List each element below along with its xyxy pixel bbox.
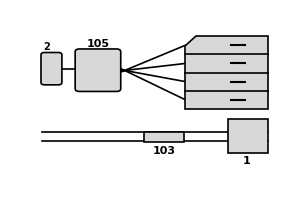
Text: 2: 2 — [44, 42, 50, 52]
Text: 105: 105 — [86, 39, 110, 49]
FancyBboxPatch shape — [145, 132, 184, 142]
FancyBboxPatch shape — [41, 52, 62, 85]
FancyBboxPatch shape — [228, 119, 268, 153]
Text: 103: 103 — [153, 146, 176, 156]
FancyBboxPatch shape — [75, 49, 121, 91]
Polygon shape — [185, 36, 268, 109]
Text: 1: 1 — [243, 156, 250, 166]
